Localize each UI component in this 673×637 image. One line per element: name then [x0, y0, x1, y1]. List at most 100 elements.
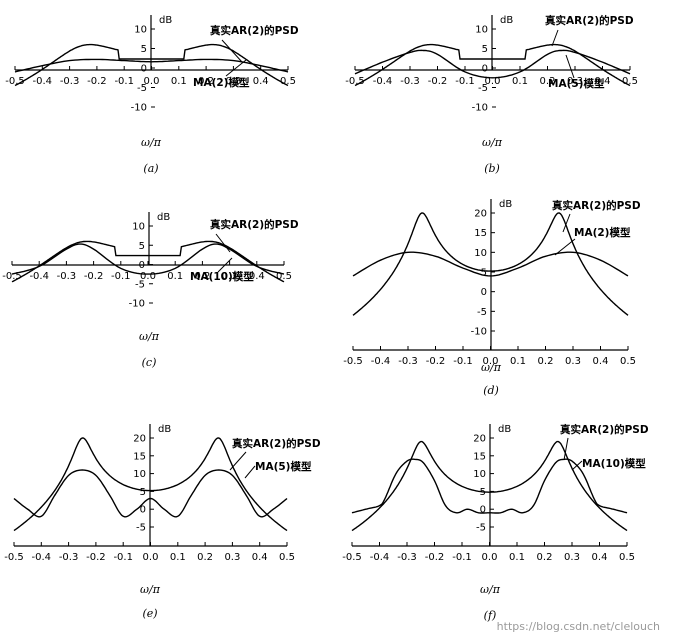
annotation-leader-line [244, 465, 256, 479]
x-tick-label: -0.4 [373, 76, 393, 87]
x-tick-label: 0.0 [140, 271, 156, 282]
x-axis-label: ω/π [482, 136, 503, 149]
x-tick-label: -0.2 [426, 356, 446, 367]
y-axis-label: dB [158, 424, 171, 435]
annotation-ma-model: MA(5)模型 [255, 460, 312, 473]
x-tick-label: -0.1 [452, 552, 472, 563]
x-tick-label: 0.0 [483, 356, 499, 367]
annotation-true-psd: 真实AR(2)的PSD [232, 437, 321, 450]
annotation-leader-line [571, 460, 583, 471]
series-line-ma-model [14, 58, 289, 73]
y-tick-label: 5 [482, 44, 488, 55]
panel-caption: (f) [484, 609, 497, 622]
y-tick-label: -5 [135, 279, 145, 290]
x-tick-label: 0.4 [592, 552, 608, 563]
y-tick-label: 5 [139, 241, 145, 252]
x-tick-label: -0.4 [32, 552, 52, 563]
x-tick-label: -0.1 [453, 356, 473, 367]
x-tick-label: 0.5 [620, 356, 636, 367]
x-tick-label: -0.4 [370, 552, 390, 563]
x-tick-label: -0.1 [455, 76, 475, 87]
x-tick-label: 0.0 [144, 76, 160, 87]
y-tick-label: 10 [133, 469, 146, 480]
annotation-leader-line [215, 233, 231, 253]
y-tick-label: -5 [476, 523, 486, 534]
y-tick-label: 5 [140, 487, 146, 498]
x-tick-label: 0.1 [167, 271, 183, 282]
annotation-true-psd: 真实AR(2)的PSD [545, 14, 634, 27]
x-tick-label: -0.2 [428, 76, 448, 87]
y-axis-label: dB [159, 15, 172, 26]
y-axis-label: dB [498, 424, 511, 435]
x-tick-label: 0.2 [538, 356, 554, 367]
chart-panel: -0.5 -0.4 -0.3 -0.2 -0.1 0.0 0.1 0.2 0.3 0.4 0.5 -5… [4, 424, 321, 620]
watermark-text: https://blog.csdn.net/clelouch [497, 620, 660, 633]
x-tick-label: -0.5 [2, 271, 22, 282]
annotation-true-psd: 真实AR(2)的PSD [210, 218, 299, 231]
x-axis-label: ω/π [480, 583, 501, 596]
x-tick-label: -0.5 [343, 356, 363, 367]
annotation-true-psd: 真实AR(2)的PSD [210, 24, 299, 37]
x-tick-label: 0.2 [198, 76, 214, 87]
x-tick-label: -0.3 [397, 552, 417, 563]
x-tick-label: 0.4 [249, 271, 265, 282]
x-tick-label: 0.2 [194, 271, 210, 282]
y-tick-label: 5 [141, 44, 147, 55]
x-tick-label: -0.1 [111, 271, 131, 282]
x-tick-label: 0.2 [537, 552, 553, 563]
annotation-leader-line [221, 39, 243, 63]
y-tick-label: 15 [473, 451, 486, 462]
x-tick-label: 0.3 [222, 271, 238, 282]
y-tick-label: 0 [139, 260, 145, 271]
x-tick-label: 0.3 [567, 76, 583, 87]
x-tick-label: -0.5 [342, 552, 362, 563]
y-tick-label: -5 [136, 523, 146, 534]
series-line-true-ar2-psd [351, 440, 628, 532]
x-tick-label: 0.3 [564, 552, 580, 563]
x-tick-label: 0.4 [253, 76, 269, 87]
chart-panel: -0.5 -0.4 -0.3 -0.2 -0.1 0.0 0.1 0.2 0.3 0.4 0.5 -1… [345, 14, 638, 175]
x-tick-label: -0.5 [4, 552, 24, 563]
x-tick-label: -0.2 [84, 271, 104, 282]
series-line-ma-model [13, 469, 288, 518]
panel-caption: (d) [483, 384, 499, 397]
series-line-ma-model [352, 251, 629, 277]
y-tick-label: 5 [481, 268, 487, 279]
annotation-leader-line [565, 54, 575, 79]
x-tick-label: -0.2 [86, 552, 106, 563]
x-tick-label: -0.4 [371, 356, 391, 367]
x-tick-label: 0.0 [482, 552, 498, 563]
annotation-ma-model: MA(5)模型 [548, 77, 605, 90]
x-tick-label: 0.1 [509, 552, 525, 563]
x-tick-label: -0.5 [345, 76, 365, 87]
x-tick-label: -0.3 [400, 76, 420, 87]
annotation-leader-line [563, 437, 569, 461]
y-tick-label: -5 [477, 307, 487, 318]
y-tick-label: 20 [133, 434, 146, 445]
x-tick-label: 0.1 [510, 356, 526, 367]
x-tick-label: -0.4 [29, 271, 49, 282]
annotation-leader-line [225, 59, 247, 77]
panel-caption: (a) [143, 162, 158, 175]
y-tick-label: 0 [481, 287, 487, 298]
series-line-true-ar2-psd [11, 240, 285, 283]
x-tick-label: 0.3 [225, 76, 241, 87]
x-tick-label: -0.3 [398, 356, 418, 367]
x-tick-label: 0.1 [171, 76, 187, 87]
annotation-ma-model: MA(10)模型 [582, 457, 646, 470]
y-tick-label: 0 [480, 505, 486, 516]
y-tick-label: 20 [474, 209, 487, 220]
series-line-true-ar2-psd [354, 43, 631, 87]
x-tick-label: 0.0 [485, 76, 501, 87]
x-tick-label: 0.4 [595, 76, 611, 87]
x-tick-label: 0.0 [143, 552, 159, 563]
annotation-ma-model: MA(10)模型 [190, 270, 254, 283]
chart-panel: -0.5 -0.4 -0.3 -0.2 -0.1 0.0 0.1 0.2 0.3 0.4 0.5 -1… [343, 199, 641, 397]
x-tick-label: 0.3 [565, 356, 581, 367]
y-tick-label: 15 [474, 228, 487, 239]
x-tick-label: 0.5 [622, 76, 638, 87]
chart-panel: -0.5 -0.4 -0.3 -0.2 -0.1 0.0 0.1 0.2 0.3 0.4 0.5 -1… [5, 15, 299, 175]
y-tick-label: -10 [129, 299, 145, 310]
series-line-true-ar2-psd [352, 212, 629, 316]
